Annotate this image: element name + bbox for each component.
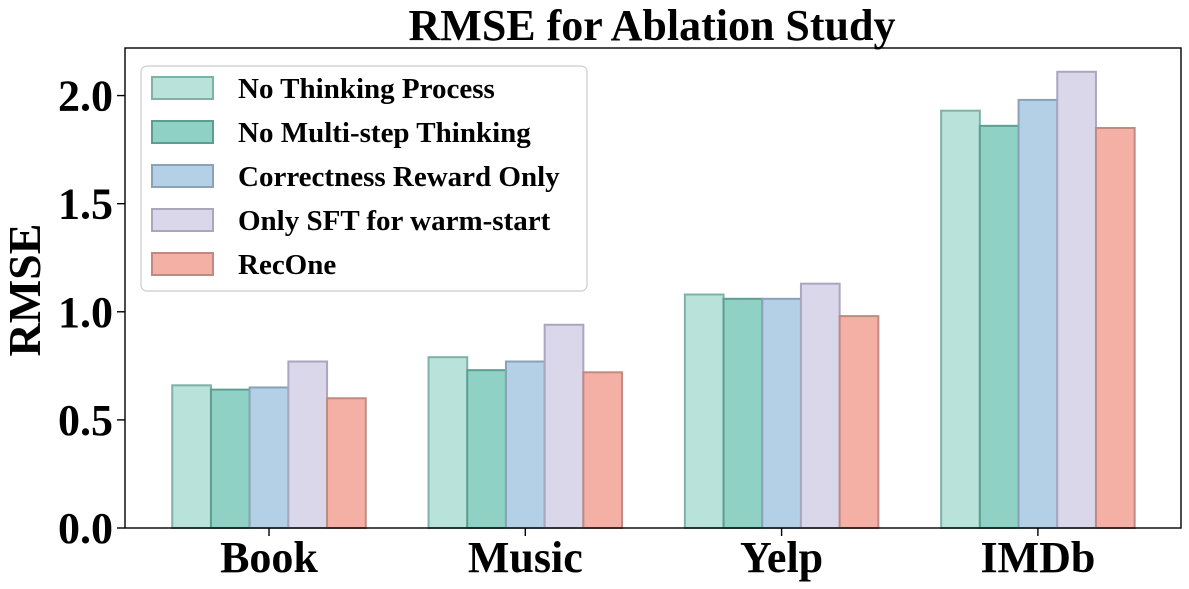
bar-imdb-series-1 bbox=[940, 109, 981, 529]
bar-book-series-3 bbox=[248, 386, 290, 529]
bar-yelp-series-3 bbox=[761, 297, 802, 529]
legend-label-2: No Multi-step Thinking bbox=[238, 117, 531, 149]
bar-music-series-4 bbox=[543, 323, 585, 530]
legend: No Thinking Process No Multi-step Thinkin… bbox=[140, 65, 588, 292]
y-axis-label: RMSE bbox=[0, 224, 50, 357]
bar-yelp-series-4 bbox=[799, 282, 841, 529]
bar-book-series-4 bbox=[287, 360, 329, 530]
legend-label-5: RecOne bbox=[238, 249, 336, 281]
legend-label-3: Correctness Reward Only bbox=[238, 161, 560, 193]
bar-music-series-3 bbox=[504, 360, 546, 530]
bar-music-series-5 bbox=[582, 371, 624, 529]
legend-box bbox=[140, 65, 588, 292]
x-tick-label-yelp: Yelp bbox=[740, 533, 823, 582]
x-tick-label-book: Book bbox=[220, 533, 318, 582]
legend-label-1: No Thinking Process bbox=[238, 73, 495, 105]
bar-yelp-series-2 bbox=[722, 297, 764, 529]
bar-imdb-series-3 bbox=[1017, 98, 1059, 529]
legend-swatch-4 bbox=[151, 208, 214, 232]
chart-title: RMSE for Ablation Study bbox=[409, 1, 896, 50]
legend-swatch-2 bbox=[151, 120, 214, 144]
bar-book-series-2 bbox=[209, 388, 251, 529]
bar-yelp-series-1 bbox=[683, 293, 725, 529]
bar-music-series-1 bbox=[427, 356, 469, 529]
bar-imdb-series-4 bbox=[1056, 70, 1097, 529]
bar-book-series-1 bbox=[171, 384, 212, 529]
legend-swatch-5 bbox=[151, 252, 214, 276]
bar-yelp-series-5 bbox=[838, 315, 880, 529]
legend-swatch-1 bbox=[151, 76, 214, 100]
y-tick-label: 2.0 bbox=[58, 72, 113, 121]
bars-layer bbox=[171, 70, 1136, 530]
y-tick-label: 1.0 bbox=[58, 288, 113, 337]
bar-book-series-5 bbox=[326, 397, 367, 529]
plot-frame bbox=[124, 47, 1182, 529]
x-tick-label-imdb: IMDb bbox=[980, 533, 1095, 582]
legend-swatch-3 bbox=[151, 164, 214, 188]
y-tick-label: 0.0 bbox=[58, 504, 113, 553]
axes-layer: 0.0 0.5 1.0 1.5 2.0 Book Music Yelp IMDb bbox=[58, 47, 1182, 582]
bar-music-series-2 bbox=[466, 369, 507, 529]
legend-label-4: Only SFT for warm-start bbox=[238, 205, 551, 237]
y-tick-label: 1.5 bbox=[58, 180, 113, 229]
x-tick-label-music: Music bbox=[468, 533, 583, 582]
y-tick-label: 0.5 bbox=[58, 396, 113, 445]
bar-imdb-series-2 bbox=[978, 124, 1020, 529]
bar-imdb-series-5 bbox=[1094, 127, 1136, 529]
